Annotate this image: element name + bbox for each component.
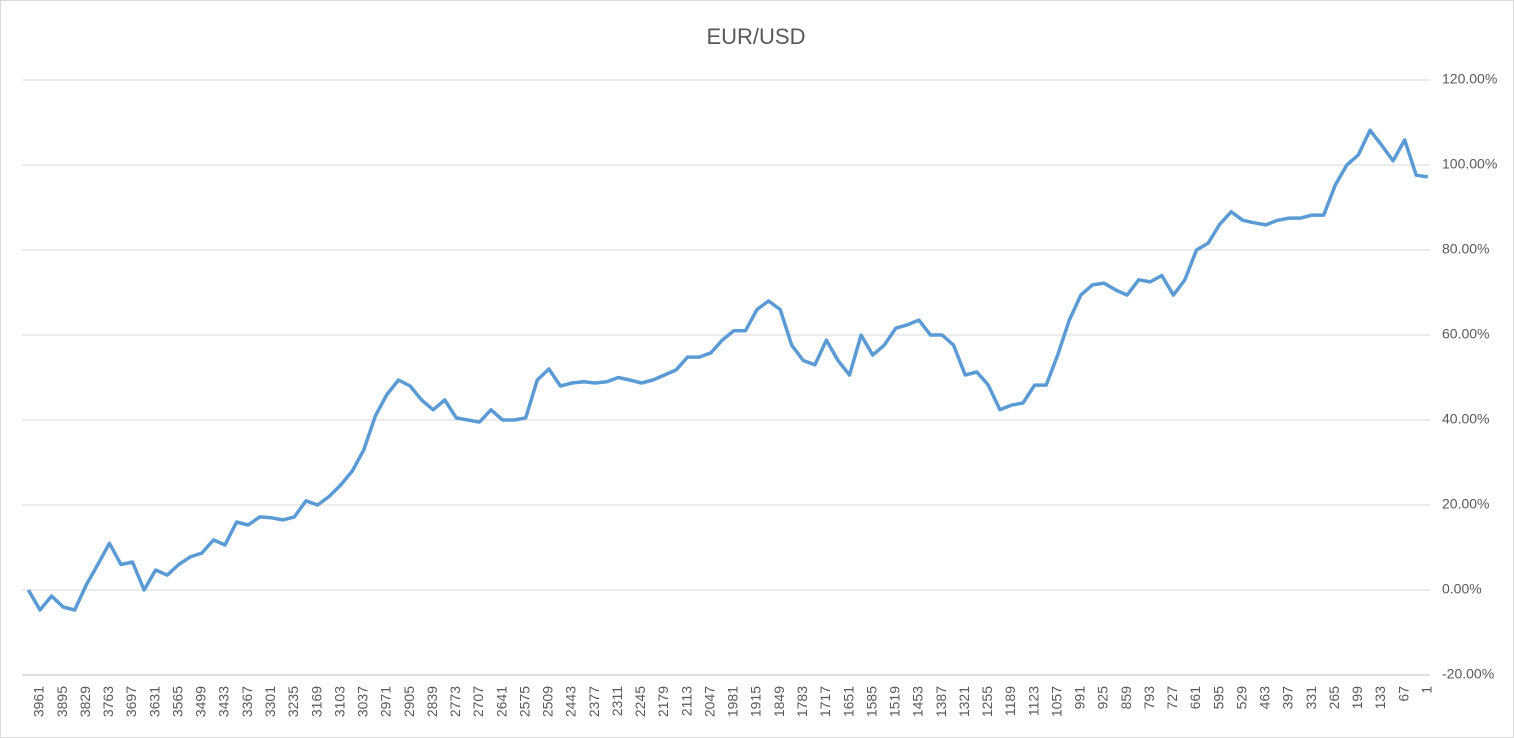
x-tick-label: 529 xyxy=(1233,686,1249,710)
y-tick-label: 40.00% xyxy=(1442,411,1489,427)
x-tick-label: 2641 xyxy=(493,686,509,717)
y-tick-label: 60.00% xyxy=(1442,326,1489,342)
x-tick-label: 2377 xyxy=(586,686,602,717)
x-tick-label: 3763 xyxy=(100,686,116,717)
x-tick-label: 2047 xyxy=(701,686,717,717)
data-line xyxy=(26,128,1429,612)
x-tick-label: 859 xyxy=(1118,686,1134,710)
x-tick-label: 3697 xyxy=(123,686,139,717)
x-tick-label: 2839 xyxy=(424,686,440,717)
x-tick-label: 2245 xyxy=(632,686,648,717)
x-tick-label: 2443 xyxy=(563,686,579,717)
x-tick-label: 1849 xyxy=(771,686,787,717)
x-tick-label: 3829 xyxy=(77,686,93,717)
x-tick-label: 3367 xyxy=(239,686,255,717)
y-tick-label: 80.00% xyxy=(1442,241,1489,257)
x-tick-label: 1519 xyxy=(887,686,903,717)
x-tick-label: 793 xyxy=(1141,686,1157,710)
x-tick-label: 1783 xyxy=(794,686,810,717)
x-tick-label: 1585 xyxy=(863,686,879,717)
x-tick-label: 1 xyxy=(1419,686,1435,694)
x-tick-label: 2971 xyxy=(378,686,394,717)
x-tick-label: 1651 xyxy=(840,686,856,717)
x-tick-label: 727 xyxy=(1164,686,1180,710)
y-tick-label: 120.00% xyxy=(1442,71,1497,87)
x-tick-label: 1255 xyxy=(979,686,995,717)
y-tick-label: -20.00% xyxy=(1442,666,1494,682)
x-tick-label: 1057 xyxy=(1048,686,1064,717)
x-tick-label: 133 xyxy=(1372,686,1388,710)
x-tick-label: 3037 xyxy=(355,686,371,717)
chart-title: EUR/USD xyxy=(706,24,805,49)
x-tick-label: 397 xyxy=(1280,686,1296,710)
x-tick-label: 595 xyxy=(1210,686,1226,710)
x-tick-label: 2509 xyxy=(540,686,556,717)
x-tick-label: 661 xyxy=(1187,686,1203,710)
x-tick-label: 199 xyxy=(1349,686,1365,710)
x-tick-label: 3301 xyxy=(262,686,278,717)
x-tick-label: 1981 xyxy=(725,686,741,717)
y-tick-label: 100.00% xyxy=(1442,156,1497,172)
x-tick-label: 2905 xyxy=(401,686,417,717)
x-tick-label: 3433 xyxy=(216,686,232,717)
x-tick-label: 3961 xyxy=(31,686,47,717)
x-tick-label: 1717 xyxy=(817,686,833,717)
x-tick-label: 1189 xyxy=(1002,686,1018,716)
x-tick-label: 1915 xyxy=(748,686,764,717)
y-tick-label: 0.00% xyxy=(1442,581,1482,597)
x-tick-label: 2179 xyxy=(655,686,671,717)
x-tick-label: 3499 xyxy=(193,686,209,717)
x-tick-label: 3565 xyxy=(169,686,185,717)
x-tick-label: 3235 xyxy=(285,686,301,717)
x-tick-label: 3631 xyxy=(146,686,162,717)
x-tick-label: 3169 xyxy=(308,686,324,717)
x-tick-label: 1123 xyxy=(1025,686,1041,716)
x-tick-label: 2311 xyxy=(609,686,625,716)
x-tick-label: 67 xyxy=(1395,686,1411,702)
x-tick-label: 1387 xyxy=(933,686,949,717)
y-tick-label: 20.00% xyxy=(1442,496,1489,512)
x-tick-label: 991 xyxy=(1072,686,1088,710)
x-tick-label: 3103 xyxy=(331,686,347,717)
x-tick-label: 1321 xyxy=(956,686,972,717)
x-tick-label: 2575 xyxy=(516,686,532,717)
x-tick-label: 265 xyxy=(1326,686,1342,710)
x-tick-label: 2773 xyxy=(447,686,463,717)
x-tick-label: 2707 xyxy=(470,686,486,717)
x-tick-label: 2113 xyxy=(678,686,694,716)
x-tick-label: 3895 xyxy=(54,686,70,717)
x-tick-label: 463 xyxy=(1257,686,1273,710)
x-tick-label: 331 xyxy=(1303,686,1319,710)
x-tick-label: 1453 xyxy=(910,686,926,717)
x-tick-label: 925 xyxy=(1095,686,1111,710)
